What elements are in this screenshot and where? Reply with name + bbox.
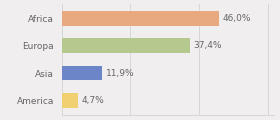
Bar — [62, 93, 78, 108]
Bar — [62, 66, 102, 81]
Bar — [62, 11, 220, 26]
Text: 46,0%: 46,0% — [223, 14, 251, 23]
Text: 37,4%: 37,4% — [193, 41, 222, 50]
Bar — [62, 38, 190, 53]
Text: 4,7%: 4,7% — [81, 96, 104, 105]
Text: 11,9%: 11,9% — [106, 69, 134, 78]
